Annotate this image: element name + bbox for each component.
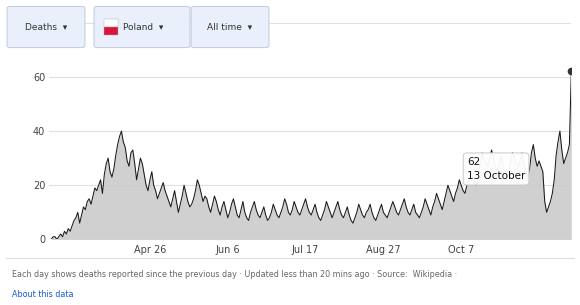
Text: Deaths  ▾: Deaths ▾: [25, 23, 67, 31]
Text: Each day shows deaths reported since the previous day · Updated less than 20 min: Each day shows deaths reported since the…: [12, 270, 456, 279]
Text: About this data: About this data: [12, 290, 73, 299]
Text: Poland  ▾: Poland ▾: [123, 23, 164, 31]
Text: 62
13 October: 62 13 October: [467, 156, 525, 181]
Text: All time  ▾: All time ▾: [208, 23, 252, 31]
